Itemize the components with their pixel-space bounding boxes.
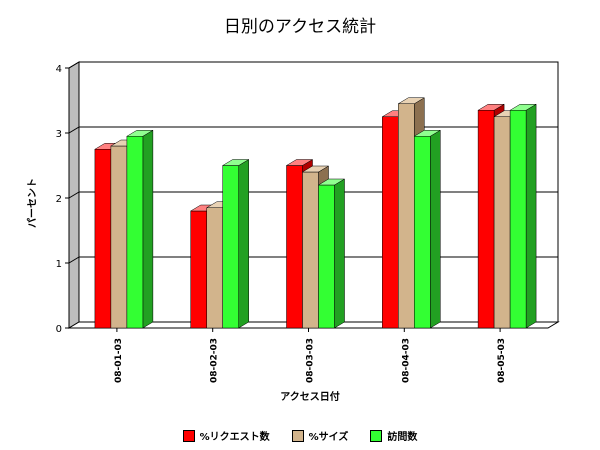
- legend-item-requests: %リクエスト数: [182, 428, 270, 443]
- bar-side: [238, 159, 249, 329]
- bar: [286, 165, 303, 329]
- bar-top: [285, 159, 314, 166]
- legend-item-size: %サイズ: [291, 428, 349, 443]
- bar-top: [413, 130, 442, 137]
- gridline-diagonal: [68, 61, 80, 69]
- bar: [190, 210, 207, 329]
- bar-side: [430, 129, 441, 329]
- bar: [414, 136, 431, 329]
- y-tick-label: 1: [56, 259, 62, 270]
- bar-top: [301, 165, 330, 173]
- bar-side: [525, 103, 537, 329]
- bar-top: [397, 97, 426, 104]
- bar-side: [142, 129, 154, 329]
- bar: [382, 116, 399, 329]
- bar: [222, 165, 239, 329]
- bar-side: [334, 178, 345, 329]
- bar: [94, 149, 112, 329]
- x-tick-label: 08-03-03: [306, 338, 316, 383]
- bar-top: [509, 104, 538, 111]
- legend: %リクエスト数 %サイズ 訪問数: [0, 428, 600, 443]
- x-tick-label: 08-04-03: [401, 338, 411, 383]
- legend-item-visits: 訪問数: [370, 428, 417, 443]
- y-tick-label: 3: [56, 129, 62, 140]
- legend-swatch-size: [291, 429, 304, 442]
- bar-top: [317, 178, 346, 186]
- bar: [493, 116, 511, 329]
- bar: [318, 184, 335, 329]
- x-tick-label: 08-02-03: [210, 338, 220, 383]
- legend-swatch-requests: [182, 429, 195, 442]
- bar-top: [221, 159, 250, 166]
- bar: [477, 110, 495, 329]
- bar: [110, 145, 128, 329]
- y-tick-label: 2: [56, 194, 62, 205]
- chart-title: 日別のアクセス統計: [223, 17, 377, 37]
- legend-label-size: %サイズ: [308, 432, 349, 443]
- x-axis-label: アクセス日付: [280, 392, 340, 403]
- bar: [302, 171, 319, 329]
- bar: [509, 110, 527, 329]
- bar-top: [125, 130, 154, 137]
- legend-swatch-visits: [370, 429, 383, 442]
- y-tick-label: 4: [56, 64, 62, 75]
- legend-label-requests: %リクエスト数: [199, 432, 270, 443]
- x-tick-label: 08-05-03: [497, 338, 507, 383]
- gridline-diagonal: [68, 126, 80, 134]
- gridline-diagonal: [68, 191, 80, 199]
- legend-label-visits: 訪問数: [387, 432, 418, 443]
- bar: [126, 136, 144, 329]
- bar-top: [477, 104, 506, 111]
- y-tick-label: 0: [56, 324, 62, 335]
- bar: [398, 103, 415, 329]
- gridline-diagonal: [68, 256, 80, 264]
- x-tick-label: 08-01-03: [114, 338, 124, 383]
- bar: [206, 207, 223, 329]
